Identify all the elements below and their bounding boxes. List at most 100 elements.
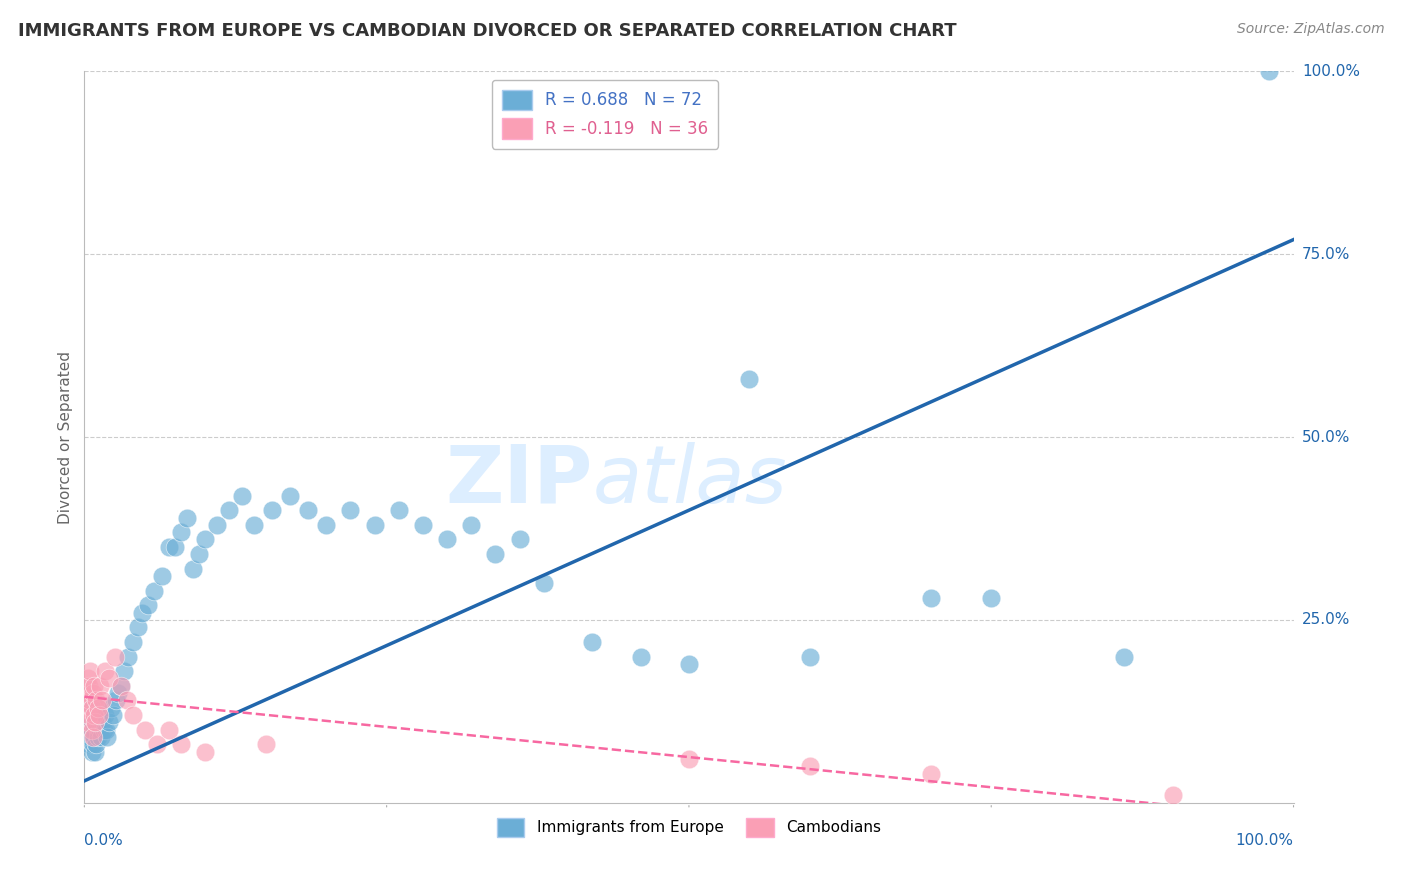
Point bbox=[146, 737, 169, 751]
Point bbox=[738, 371, 761, 385]
Point bbox=[97, 715, 120, 730]
Point bbox=[84, 745, 107, 759]
Point bbox=[76, 708, 98, 723]
Point bbox=[90, 730, 112, 744]
Point bbox=[80, 745, 103, 759]
Point bbox=[165, 540, 187, 554]
Point bbox=[86, 700, 108, 714]
Point bbox=[79, 730, 101, 744]
Y-axis label: Divorced or Separated: Divorced or Separated bbox=[58, 351, 73, 524]
Point bbox=[231, 489, 253, 503]
Text: 100.0%: 100.0% bbox=[1236, 833, 1294, 848]
Point bbox=[121, 708, 143, 723]
Point bbox=[112, 664, 135, 678]
Point bbox=[278, 489, 301, 503]
Point bbox=[80, 700, 103, 714]
Point bbox=[388, 503, 411, 517]
Point bbox=[83, 723, 105, 737]
Point bbox=[86, 723, 108, 737]
Point bbox=[134, 723, 156, 737]
Text: atlas: atlas bbox=[592, 442, 787, 520]
Point bbox=[150, 569, 173, 583]
Point bbox=[339, 503, 361, 517]
Point bbox=[138, 599, 160, 613]
Point bbox=[82, 737, 104, 751]
Point bbox=[315, 517, 337, 532]
Point bbox=[484, 547, 506, 561]
Text: 75.0%: 75.0% bbox=[1302, 247, 1350, 261]
Point bbox=[678, 752, 700, 766]
Point bbox=[94, 723, 117, 737]
Point bbox=[94, 708, 117, 723]
Point bbox=[82, 686, 104, 700]
Point bbox=[799, 759, 821, 773]
Point bbox=[79, 664, 101, 678]
Point bbox=[117, 649, 139, 664]
Point bbox=[77, 708, 100, 723]
Point bbox=[94, 664, 117, 678]
Point bbox=[131, 606, 153, 620]
Point bbox=[170, 525, 193, 540]
Point bbox=[799, 649, 821, 664]
Point bbox=[181, 562, 204, 576]
Point bbox=[412, 517, 434, 532]
Point bbox=[509, 533, 531, 547]
Point bbox=[127, 620, 149, 634]
Text: 50.0%: 50.0% bbox=[1302, 430, 1350, 444]
Point bbox=[980, 591, 1002, 605]
Point bbox=[87, 708, 110, 723]
Point bbox=[110, 679, 132, 693]
Point bbox=[194, 745, 217, 759]
Text: ZIP: ZIP bbox=[444, 442, 592, 520]
Point bbox=[242, 517, 264, 532]
Point bbox=[533, 576, 555, 591]
Point bbox=[110, 679, 132, 693]
Point bbox=[103, 708, 125, 723]
Point bbox=[87, 700, 110, 714]
Point bbox=[104, 649, 127, 664]
Point bbox=[75, 700, 97, 714]
Point bbox=[76, 686, 98, 700]
Text: 0.0%: 0.0% bbox=[84, 833, 124, 848]
Point bbox=[91, 693, 114, 707]
Point bbox=[188, 547, 211, 561]
Point bbox=[86, 737, 108, 751]
Point bbox=[260, 503, 283, 517]
Point bbox=[79, 693, 101, 707]
Point bbox=[91, 715, 114, 730]
Point bbox=[460, 517, 482, 532]
Point bbox=[176, 510, 198, 524]
Point bbox=[86, 693, 108, 707]
Point bbox=[82, 708, 104, 723]
Point bbox=[678, 657, 700, 671]
Point bbox=[82, 730, 104, 744]
Point bbox=[96, 730, 118, 744]
Point bbox=[77, 672, 100, 686]
Point bbox=[77, 715, 100, 730]
Point bbox=[630, 649, 652, 664]
Point bbox=[80, 723, 103, 737]
Point bbox=[920, 591, 942, 605]
Point bbox=[89, 723, 111, 737]
Point bbox=[79, 700, 101, 714]
Point bbox=[920, 766, 942, 780]
Text: Source: ZipAtlas.com: Source: ZipAtlas.com bbox=[1237, 22, 1385, 37]
Point bbox=[297, 503, 319, 517]
Point bbox=[86, 708, 108, 723]
Point bbox=[89, 679, 111, 693]
Legend: Immigrants from Europe, Cambodians: Immigrants from Europe, Cambodians bbox=[491, 812, 887, 843]
Point bbox=[107, 686, 129, 700]
Text: IMMIGRANTS FROM EUROPE VS CAMBODIAN DIVORCED OR SEPARATED CORRELATION CHART: IMMIGRANTS FROM EUROPE VS CAMBODIAN DIVO… bbox=[18, 22, 957, 40]
Point bbox=[80, 715, 103, 730]
Point bbox=[84, 715, 107, 730]
Point bbox=[254, 737, 277, 751]
Point bbox=[83, 730, 105, 744]
Point bbox=[83, 708, 105, 723]
Point bbox=[1161, 789, 1184, 803]
Point bbox=[143, 583, 166, 598]
Point bbox=[1258, 64, 1281, 78]
Point bbox=[157, 540, 180, 554]
Point bbox=[77, 679, 100, 693]
Point bbox=[194, 533, 217, 547]
Point bbox=[77, 737, 100, 751]
